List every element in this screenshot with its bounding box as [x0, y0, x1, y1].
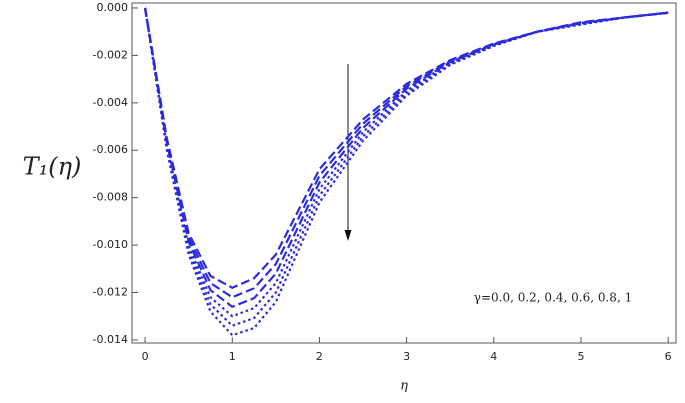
- x-tick-label: 1: [229, 350, 236, 363]
- y-tick-label: -0.014: [93, 333, 128, 346]
- series-line: [143, 7, 669, 337]
- series-line: [143, 7, 669, 308]
- x-tick-label: 5: [577, 350, 584, 363]
- arrow: [344, 64, 352, 241]
- y-axis-label: T₁(η): [23, 153, 82, 181]
- x-tick-label: 6: [665, 350, 672, 363]
- y-tick-label: -0.008: [93, 191, 128, 204]
- series-line: [143, 7, 669, 318]
- x-axis-label: η: [400, 379, 408, 394]
- x-tick-label: 0: [142, 350, 149, 363]
- x-tick-label: 3: [403, 350, 410, 363]
- series-line: [143, 7, 669, 299]
- plot-frame: [131, 2, 677, 344]
- annotation: γ=0.0, 0.2, 0.4, 0.6, 0.8, 1: [474, 291, 632, 305]
- y-tick-label: -0.004: [93, 96, 128, 109]
- y-tick-label: -0.012: [93, 285, 128, 298]
- x-tick-label: 2: [316, 350, 323, 363]
- series-line: [143, 7, 669, 327]
- series-line: [143, 7, 669, 289]
- x-tick-label: 4: [490, 350, 497, 363]
- y-tick-label: -0.002: [93, 48, 128, 61]
- y-tick-label: 0.000: [97, 1, 129, 14]
- y-tick-label: -0.010: [93, 238, 128, 251]
- y-tick-label: -0.006: [93, 143, 128, 156]
